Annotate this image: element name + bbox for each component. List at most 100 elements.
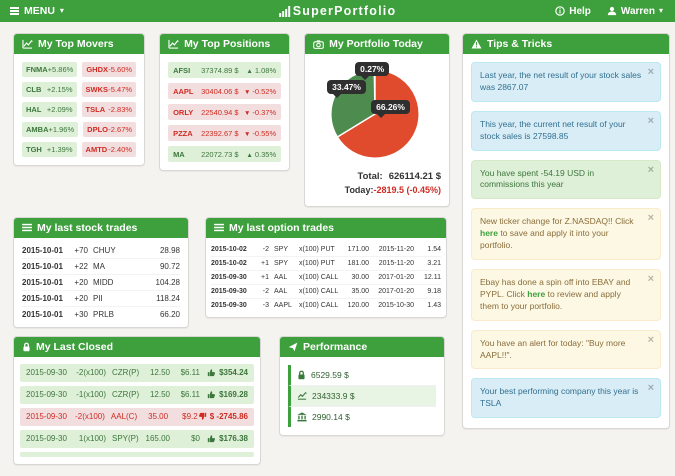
- close-icon[interactable]: ×: [647, 212, 654, 225]
- mover-down[interactable]: SWKS -5.47%: [81, 82, 137, 97]
- mover-up[interactable]: AMBA +1.96%: [22, 122, 79, 137]
- mover-up[interactable]: FNMA +5.86%: [22, 62, 78, 77]
- tip-link[interactable]: here: [480, 228, 498, 239]
- thumbs-up-icon: [207, 435, 216, 443]
- menu-button[interactable]: MENU ▾: [0, 0, 74, 22]
- mover-down[interactable]: DPLO -2.67%: [83, 122, 137, 137]
- user-icon: [607, 6, 617, 16]
- position-row[interactable]: PZZA 22392.67 $ ▼ -0.55%: [168, 125, 282, 141]
- tip-alert: × New ticker change for Z.NASDAQ!! Click…: [471, 208, 661, 261]
- close-icon[interactable]: ×: [647, 114, 654, 127]
- mover-up[interactable]: TGH +1.39%: [22, 142, 77, 157]
- portfolio-pie-chart: 0.27% 33.47% 66.26%: [313, 60, 441, 166]
- mover-up[interactable]: HAL +2.09%: [22, 102, 77, 117]
- warning-icon: [471, 39, 482, 49]
- movers-row: TGH +1.39% AMTD -2.40%: [22, 142, 137, 157]
- panel-title: My last option trades: [229, 221, 335, 234]
- position-row[interactable]: AFSI 37374.89 $ ▲ 1.08%: [168, 62, 282, 78]
- close-icon[interactable]: ×: [647, 382, 654, 395]
- option-trade-row[interactable]: 2015-09-30 -2 AAL x(100) CALL 35.00 2017-01-2…: [211, 285, 441, 299]
- menu-label: MENU: [24, 5, 55, 17]
- tip-alert: × You have an alert for today: "Buy more…: [471, 329, 661, 370]
- close-icon[interactable]: ×: [647, 163, 654, 176]
- closed-trade-row[interactable]: 2015-09-30 -2(x100) CZR(P) 12.50 $6.11 $354.…: [20, 363, 254, 382]
- today-value: -2819.5 (-0.45%): [373, 185, 441, 196]
- panel-title: Performance: [303, 340, 368, 353]
- panel-top-positions: My Top Positions AFSI 37374.89 $ ▲ 1.08% AA…: [159, 33, 291, 171]
- closed-trade-row[interactable]: 2015-09-30 -1(x100) CZR(P) 12.50 $6.11 $169.…: [20, 385, 254, 404]
- thumbs-up-icon: [207, 391, 216, 399]
- pie-label-red: 66.26%: [371, 100, 410, 118]
- panel-performance-header: Performance: [280, 336, 444, 357]
- option-trade-row[interactable]: 2015-10-02 -2 SPY x(100) PUT 171.00 2015-11-2…: [211, 243, 441, 257]
- dashboard: My Top Movers FNMA +5.86% GHDX -5.60% CLB +…: [0, 22, 675, 476]
- mover-down[interactable]: GHDX -5.60%: [82, 62, 137, 77]
- list-icon: [22, 224, 32, 232]
- panel-last-option-trades: My last option trades 2015-10-02 -2 SPY x(1…: [205, 216, 447, 318]
- hamburger-icon: [10, 6, 19, 17]
- close-icon[interactable]: ×: [647, 273, 654, 286]
- performance-item[interactable]: 234333.9 $: [288, 385, 436, 407]
- portfolio-totals: Total: 626114.21 $ Today:-2819.5 (-0.45%): [313, 170, 441, 198]
- navbar: MENU ▾ SuperPortfolio Help Warren ▾: [0, 0, 675, 22]
- stock-trade-row[interactable]: 2015-10-01 +70 CHUY 28.98: [22, 243, 180, 259]
- movers-row: HAL +2.09% TSLA -2.83%: [22, 102, 137, 117]
- position-row[interactable]: MA 22072.73 $ ▲ 0.35%: [168, 146, 282, 162]
- performance-item[interactable]: 6529.59 $: [288, 364, 436, 386]
- stock-trade-row[interactable]: 2015-10-01 +22 MA 90.72: [22, 259, 180, 275]
- total-value: 626114.21 $: [388, 171, 441, 182]
- panel-top-positions-header: My Top Positions: [160, 34, 290, 54]
- panel-title: My Top Movers: [38, 38, 114, 50]
- panel-title: My last stock trades: [37, 221, 138, 234]
- pie-label-green: 33.47%: [327, 80, 366, 98]
- option-trade-row[interactable]: 2015-09-30 +1 AAL x(100) CALL 30.00 2017-01-2…: [211, 271, 441, 285]
- panel-portfolio-today: My Portfolio Today 0.27% 33.47% 66.26%: [304, 33, 450, 207]
- option-trade-row[interactable]: 2015-10-02 +1 SPY x(100) PUT 181.00 2015-11-2…: [211, 257, 441, 271]
- option-trade-row[interactable]: 2015-09-30 -3 AAPL x(100) CALL 120.00 2015-10…: [211, 301, 441, 309]
- stock-trade-row[interactable]: 2015-10-01 +20 MIDD 104.28: [22, 275, 180, 291]
- brand-label: SuperPortfolio: [292, 4, 397, 18]
- closed-trade-row[interactable]: 2015-09-30 1(x100) SPY(P) 165.00 $0 $176.38: [20, 429, 254, 448]
- movers-row: AMBA +1.96% DPLO -2.67%: [22, 122, 137, 137]
- panel-title: My Last Closed: [36, 340, 114, 353]
- send-icon: [288, 342, 298, 352]
- chart-up-icon: [297, 392, 307, 400]
- tip-alert: × Ebay has done a spin off into EBAY and…: [471, 269, 661, 321]
- closed-trade-row[interactable]: 2015-09-30 -2(x100) AAL(C) 35.00 $9.2 $ -274…: [20, 407, 254, 426]
- tip-alert: × Last year, the net result of your stoc…: [471, 62, 661, 102]
- movers-row: FNMA +5.86% GHDX -5.60%: [22, 62, 137, 77]
- panel-top-movers-header: My Top Movers: [14, 34, 145, 54]
- position-row[interactable]: ORLY 22540.94 $ ▼ -0.37%: [168, 104, 282, 120]
- close-icon[interactable]: ×: [647, 333, 654, 346]
- bank-icon: [297, 412, 307, 422]
- performance-value: 6529.59 $: [311, 369, 349, 380]
- panel-performance: Performance 6529.59 $ 234333.9 $ 2990.14…: [279, 335, 445, 436]
- stock-trade-row[interactable]: 2015-10-01 +20 PII 118.24: [22, 291, 180, 307]
- user-menu[interactable]: Warren ▾: [607, 6, 663, 17]
- user-label: Warren: [620, 5, 655, 17]
- up-arrow-icon: ▲: [246, 151, 253, 159]
- movers-row: CLB +2.15% SWKS -5.47%: [22, 82, 137, 97]
- performance-item[interactable]: 2990.14 $: [288, 406, 436, 427]
- down-arrow-icon: ▼: [243, 130, 251, 138]
- line-chart-icon: [22, 39, 33, 49]
- thumbs-down-icon: [198, 413, 206, 420]
- tip-alert: × You have spent -54.19 USD in commissio…: [471, 159, 661, 200]
- mover-down[interactable]: TSLA -2.83%: [81, 102, 137, 117]
- panel-tips-tricks: Tips & Tricks × Last year, the net resul…: [462, 33, 670, 430]
- close-icon[interactable]: ×: [647, 66, 654, 78]
- today-label: Today:: [344, 185, 374, 196]
- mover-up[interactable]: CLB +2.15%: [22, 82, 77, 97]
- lock-icon: [298, 370, 305, 379]
- brand[interactable]: SuperPortfolio: [278, 4, 397, 18]
- panel-stock-trades-header: My last stock trades: [14, 217, 188, 238]
- performance-value: 234333.9 $: [312, 390, 355, 401]
- help-button[interactable]: Help: [555, 6, 591, 17]
- thumbs-up-icon: [207, 369, 216, 377]
- position-row[interactable]: AAPL 30404.06 $ ▼ -0.52%: [168, 83, 282, 99]
- up-arrow-icon: ▲: [246, 67, 253, 75]
- stock-trade-row[interactable]: 2015-10-01 +30 PRLB 66.20: [22, 309, 180, 319]
- tip-link[interactable]: here: [527, 288, 546, 299]
- tip-alert: × Your best performing company this year…: [471, 378, 661, 419]
- mover-down[interactable]: AMTD -2.40%: [81, 142, 137, 157]
